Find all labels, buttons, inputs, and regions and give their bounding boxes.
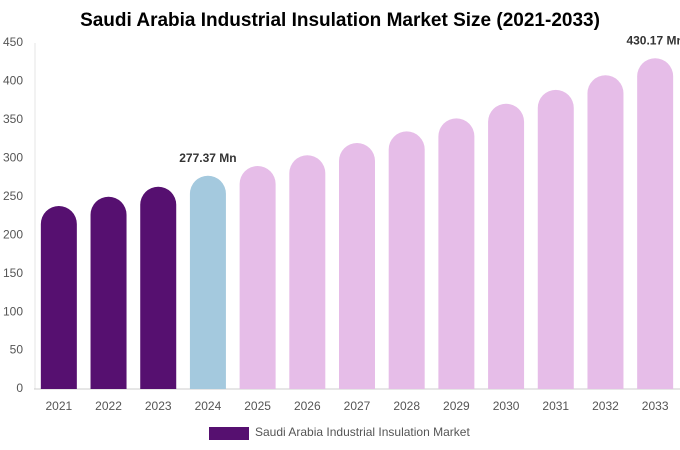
x-tick-label: 2033 [642, 399, 669, 413]
bar [587, 75, 624, 389]
bar [90, 196, 127, 389]
legend-label: Saudi Arabia Industrial Insulation Marke… [255, 425, 470, 439]
x-tick-label: 2026 [294, 399, 321, 413]
x-tick-label: 2032 [592, 399, 619, 413]
bar [189, 175, 226, 389]
x-tick-label: 2023 [145, 399, 172, 413]
bar [339, 142, 375, 389]
x-tick-label: 2022 [95, 399, 122, 413]
chart-title: Saudi Arabia Industrial Insulation Marke… [80, 10, 600, 31]
value-label: 430.17 Mn [626, 33, 680, 47]
bar [388, 131, 425, 389]
x-tick-label: 2025 [244, 399, 271, 413]
x-tick-label: 2027 [344, 399, 371, 413]
bar [289, 155, 326, 389]
y-tick-label: 50 [10, 343, 24, 357]
x-tick-label: 2029 [443, 399, 470, 413]
x-tick-label: 2030 [493, 399, 520, 413]
y-tick-label: 100 [3, 304, 23, 318]
bar [637, 58, 674, 390]
y-tick-label: 0 [16, 381, 23, 395]
value-label: 277.37 Mn [179, 151, 236, 165]
bar [140, 186, 177, 389]
legend-swatch [209, 427, 249, 440]
x-tick-label: 2028 [393, 399, 420, 413]
bar [40, 206, 77, 389]
y-tick-label: 200 [3, 227, 23, 241]
y-tick-label: 350 [3, 112, 23, 126]
y-tick-label: 150 [3, 266, 23, 280]
y-tick-label: 250 [3, 189, 23, 203]
bar [537, 89, 574, 389]
x-tick-label: 2031 [542, 399, 569, 413]
bar [239, 166, 276, 389]
y-tick-label: 450 [3, 35, 23, 49]
y-tick-label: 300 [3, 151, 23, 165]
bar [488, 103, 525, 389]
x-tick-label: 2021 [45, 399, 72, 413]
y-tick-label: 400 [3, 74, 23, 88]
bar [438, 118, 475, 389]
x-tick-label: 2024 [195, 399, 222, 413]
